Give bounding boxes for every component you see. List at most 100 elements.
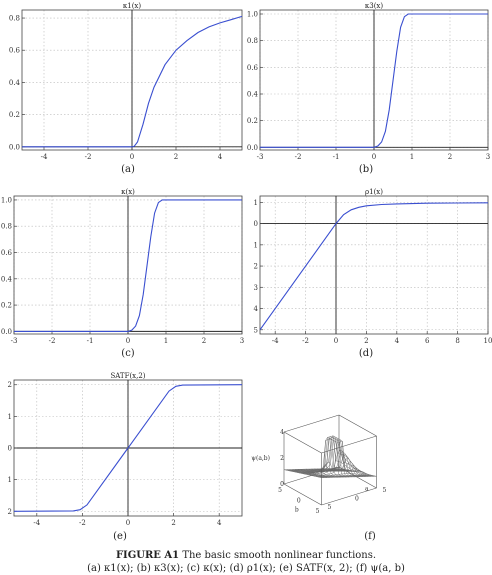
- chart-c-sublabel: (c): [121, 348, 135, 359]
- chart-c-ytick-label-4: 0.8: [1, 223, 12, 231]
- surface-mesh-b-15: [325, 457, 363, 477]
- caption-list: (a) κ1(x); (b) κ3(x); (c) κ(x); (d) ρ1(x…: [87, 563, 405, 574]
- chart-d-xtick-label-6: 8: [455, 337, 459, 345]
- chart-d-xtick-label-5: 6: [425, 337, 430, 345]
- chart-a-ytick-label-4: 0.8: [9, 15, 20, 23]
- chart-c-plot: κ(x) -3 -2 -1 0 1 2 3 0.0 0.2 0.4 0.6 0.8 1.0: [1, 188, 244, 345]
- surface-ztick-label-0: 4: [280, 429, 284, 436]
- chart-d-sublabel: (d): [358, 348, 374, 359]
- chart-d-xtick-label-2: 0: [334, 337, 338, 345]
- chart-b-xtick-label-2: -1: [333, 153, 340, 161]
- surface-mesh-b-17: [330, 464, 369, 477]
- chart-c-title: κ(x): [121, 188, 135, 196]
- chart-d-frame: [259, 195, 489, 335]
- chart-a-ytick-label-0: 0.0: [9, 143, 20, 151]
- chart-b-xtick-label-0: -3: [257, 153, 264, 161]
- chart-c-xtick-label-3: 0: [126, 337, 130, 345]
- chart-b-title: κ3(x): [365, 2, 384, 10]
- surface-blabel: b: [295, 507, 299, 514]
- chart-d-ytick-label-0: 5: [254, 326, 258, 334]
- chart-e-sublabel: (e): [113, 531, 127, 542]
- chart-c-xtick-label-5: 2: [202, 337, 206, 345]
- surface-box-edge-10: [321, 487, 377, 506]
- surface-zlabel: ψ(a,b): [251, 455, 270, 462]
- chart-a-ytick-label-2: 0.4: [9, 79, 21, 87]
- chart-a-sublabel: (a): [121, 164, 135, 175]
- chart-b-series-0-line: [260, 13, 488, 148]
- chart-a-xtick-label-3: 2: [174, 153, 178, 161]
- surface-mesh-b-18: [333, 467, 372, 477]
- surface-mesh-b-9: [308, 437, 347, 478]
- chart-c-series-0-line: [14, 199, 242, 332]
- chart-a: κ1(x) -4 -2 0 2 4 0.0 0.2 0.4 0.6 0.8: [0, 0, 246, 162]
- chart-c-xtick-label-4: 1: [164, 337, 168, 345]
- figure-caption: FIGURE A1 The basic smooth nonlinear fun…: [0, 549, 492, 575]
- chart-b-xtick-label-1: -2: [295, 153, 302, 161]
- chart-b-xtick-label-4: 1: [410, 153, 414, 161]
- chart-b-plot: κ3(x) -3 -2 -1 0 1 2 3 0.0 0.2 0.4 0.6 0.8 1.0: [247, 2, 490, 161]
- surface-alabel: a: [365, 486, 369, 493]
- chart-b-ytick-label-1: 0.2: [247, 117, 258, 125]
- chart-d-title: ρ1(x): [365, 188, 383, 196]
- chart-c-xtick-label-2: -1: [87, 337, 94, 345]
- chart-b-ytick-label-5: 1.0: [247, 11, 258, 19]
- surface-box-edge-4: [283, 414, 340, 433]
- chart-e-xtick-label-2: 0: [126, 519, 130, 527]
- chart-d-ytick-label-4: 1: [254, 241, 258, 249]
- chart-d-xtick-label-1: -2: [302, 337, 309, 345]
- surface-ztick-label-1: 2: [280, 455, 284, 462]
- surface-atick-label-1: 0: [355, 496, 359, 503]
- chart-e-xtick-label-4: 4: [217, 519, 222, 527]
- chart-d-xtick-label-7: 10: [484, 337, 492, 345]
- chart-b-xtick-label-3: 0: [372, 153, 376, 161]
- chart-b-sublabel: (b): [358, 164, 374, 175]
- chart-e-ytick-label-0: 2: [8, 508, 12, 516]
- chart-a-xtick-label-4: 4: [218, 153, 223, 161]
- chart-c: κ(x) -3 -2 -1 0 1 2 3 0.0 0.2 0.4 0.6 0.8 1.0: [0, 186, 246, 346]
- chart-d-series-0-line: [259, 202, 489, 331]
- chart-e-ytick-label-3: 1: [8, 413, 12, 421]
- chart-e: SATF(x,2) -4 -2 0 2 4 2 1 0 1 2: [0, 370, 246, 528]
- surface-ztick-label-2: 0: [280, 481, 284, 488]
- surface-mesh-b-1: [286, 469, 325, 478]
- surface-mesh-b-12: [316, 449, 355, 478]
- surface-atick-label-2: 5: [328, 504, 332, 511]
- chart-e-series-0-line: [13, 384, 243, 512]
- chart-c-ytick-label-1: 0.2: [1, 302, 12, 310]
- surface-mesh-b-8: [305, 461, 344, 478]
- chart-e-xtick-label-3: 2: [171, 519, 175, 527]
- chart-d-ytick-label-2: 3: [254, 284, 258, 292]
- surface-mesh-b-16: [327, 461, 366, 477]
- chart-c-ytick-label-2: 0.4: [1, 275, 13, 283]
- chart-b-xtick-label-6: 3: [486, 153, 490, 161]
- chart-b-ytick-label-4: 0.8: [247, 37, 258, 45]
- chart-d-ytick-label-5: 0: [254, 220, 258, 228]
- chart-c-ytick-label-5: 1.0: [1, 196, 12, 204]
- surface-mesh-b-0: [283, 469, 322, 478]
- chart-f: 4 2 0 ψ(a,b) 5 0 5 b 5 0 5 a: [246, 366, 492, 534]
- surface-mesh-b-3: [292, 469, 330, 478]
- surface-box-edge-11: [283, 431, 322, 454]
- chart-b-ytick-label-2: 0.4: [247, 91, 259, 99]
- chart-e-ytick-label-4: 2: [8, 381, 12, 389]
- chart-c-ytick-label-0: 0.0: [1, 328, 12, 336]
- chart-e-xtick-label-1: -2: [79, 519, 86, 527]
- chart-e-ytick-label-2: 0: [8, 445, 12, 453]
- chart-d-xtick-label-0: -4: [272, 337, 279, 345]
- surface-mesh-b-7: [303, 465, 341, 478]
- surface-btick-label-2: 5: [316, 508, 320, 515]
- chart-c-xtick-label-6: 3: [240, 337, 244, 345]
- chart-d-xtick-label-3: 2: [364, 337, 368, 345]
- chart-b: κ3(x) -3 -2 -1 0 1 2 3 0.0 0.2 0.4 0.6 0.8 1.0: [246, 0, 492, 162]
- chart-e-ytick-label-1: 1: [8, 476, 12, 484]
- chart-c-xtick-label-1: -2: [49, 337, 56, 345]
- surface-mesh-b-20: [338, 466, 377, 477]
- chart-a-plot: κ1(x) -4 -2 0 2 4 0.0 0.2 0.4 0.6 0.8: [9, 2, 243, 161]
- surface-box-edge-12: [321, 435, 377, 454]
- chart-c-ytick-label-3: 0.6: [1, 249, 13, 257]
- chart-b-xtick-label-5: 2: [448, 153, 452, 161]
- chart-d-ytick-label-1: 4: [254, 305, 259, 313]
- surface-mesh-b-11: [314, 435, 352, 478]
